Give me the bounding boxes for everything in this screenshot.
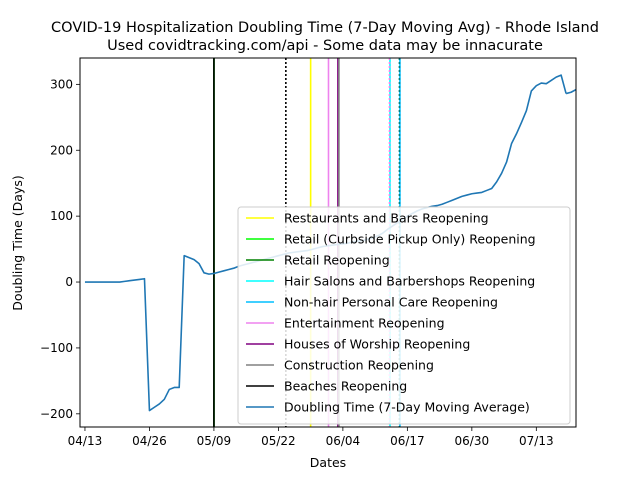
x-tick-label: 05/22 <box>261 434 296 448</box>
legend-label-entertainment-reopening: Entertainment Reopening <box>284 316 445 331</box>
chart-title: COVID-19 Hospitalization Doubling Time (… <box>51 20 599 36</box>
legend-label-retail-reopening: Retail Reopening <box>284 253 390 268</box>
y-axis-label: Doubling Time (Days) <box>10 175 25 310</box>
x-tick-label: 04/13 <box>68 434 103 448</box>
doubling-time-line-tail <box>565 88 576 95</box>
legend-label-non-hair-personal-care-reopening: Non-hair Personal Care Reopening <box>284 295 498 310</box>
x-tick-label: 05/09 <box>197 434 232 448</box>
chart-subtitle: Used covidtracking.com/api - Some data m… <box>107 38 543 54</box>
y-tick-label: −100 <box>40 341 73 355</box>
legend: Restaurants and Bars Reopening Retail (Cu… <box>237 206 571 425</box>
x-axis-ticks: 04/13 04/26 05/09 05/22 06/04 06/17 06/30 07/13 <box>68 427 554 448</box>
y-tick-label: −200 <box>40 407 73 421</box>
plot-frame <box>79 57 577 428</box>
x-tick-label: 06/04 <box>326 434 361 448</box>
y-tick-label: 100 <box>50 209 73 223</box>
legend-label-houses-of-worship-reopening: Houses of Worship Reopening <box>284 337 470 352</box>
legend-label-retail-curbside-pickup-only-reopening: Retail (Curbside Pickup Only) Reopening <box>284 232 536 247</box>
x-tick-label: 06/17 <box>390 434 425 448</box>
legend-label-beaches-reopening: Beaches Reopening <box>284 379 407 394</box>
y-tick-label: 0 <box>65 275 73 289</box>
legend-label-hair-salons-and-barbershops-reopening: Hair Salons and Barbershops Reopening <box>284 274 535 289</box>
y-tick-label: 200 <box>50 143 73 157</box>
legend-label-doubling-time-7-day-moving-average: Doubling Time (7-Day Moving Average) <box>284 400 530 415</box>
legend-label-restaurants-and-bars-reopening: Restaurants and Bars Reopening <box>284 211 489 226</box>
legend-label-construction-reopening: Construction Reopening <box>284 358 434 373</box>
x-tick-label: 04/26 <box>132 434 167 448</box>
y-axis-ticks: −200 −100 0 100 200 300 <box>40 77 80 421</box>
legend-box <box>237 206 571 425</box>
x-tick-label: 07/13 <box>519 434 554 448</box>
x-axis-label: Dates <box>310 455 346 470</box>
x-tick-label: 06/30 <box>455 434 490 448</box>
y-tick-label: 300 <box>50 77 73 91</box>
